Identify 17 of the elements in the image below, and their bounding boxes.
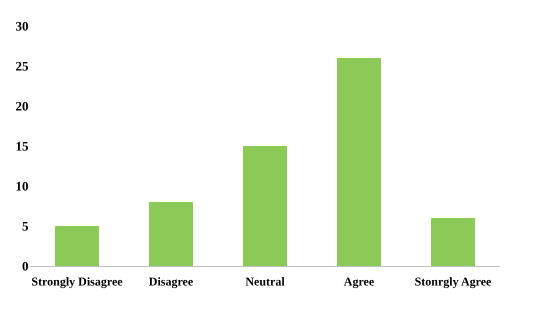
y-tick-label: 25 [16,58,29,74]
y-tick-label: 15 [16,138,29,154]
x-tick-label: Strongly Disagree [31,274,124,288]
x-tick-label: Disagree [148,274,194,288]
bar [337,58,381,266]
y-tick-label: 10 [16,178,28,194]
bar [149,202,193,266]
x-tick-label: Neutral [245,274,286,288]
y-tick-label: 30 [16,18,28,34]
x-tick-label: Agree [344,274,375,288]
y-tick-label: 0 [22,258,28,274]
bar [243,146,287,266]
y-tick-label: 5 [22,218,29,234]
bar [431,218,475,266]
x-tick-label: Stonrgly Agree [414,274,492,288]
y-tick-label: 20 [16,98,28,114]
bar [55,226,99,266]
